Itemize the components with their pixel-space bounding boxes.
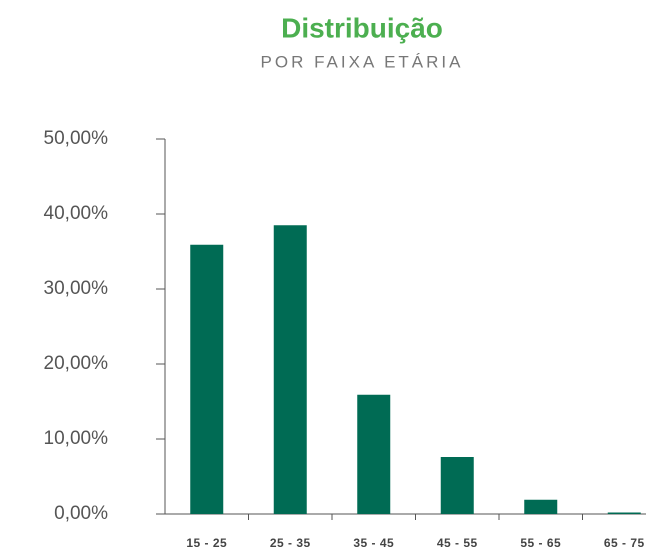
x-tick-label: 25 - 35 <box>270 536 311 550</box>
bar <box>440 457 474 514</box>
bar <box>607 512 641 514</box>
y-tick-label: 30,00% <box>44 278 109 299</box>
chart-title: Distribuição <box>281 12 443 43</box>
bar <box>357 394 391 514</box>
x-tick-label: 55 - 65 <box>520 536 561 550</box>
y-tick-label: 0,00% <box>54 503 108 524</box>
y-tick-label: 40,00% <box>44 203 109 224</box>
bar <box>524 499 558 514</box>
x-tick-label: 65 - 75 <box>604 536 645 550</box>
x-tick-label: 45 - 55 <box>437 536 478 550</box>
bar <box>273 225 307 514</box>
bar <box>190 244 224 514</box>
y-tick-label: 50,00% <box>44 128 109 149</box>
x-tick-label: 15 - 25 <box>186 536 227 550</box>
y-tick-label: 20,00% <box>44 353 109 374</box>
chart-subtitle: POR FAIXA ETÁRIA <box>261 52 464 71</box>
y-tick-label: 10,00% <box>44 428 109 449</box>
x-tick-label: 35 - 45 <box>353 536 394 550</box>
